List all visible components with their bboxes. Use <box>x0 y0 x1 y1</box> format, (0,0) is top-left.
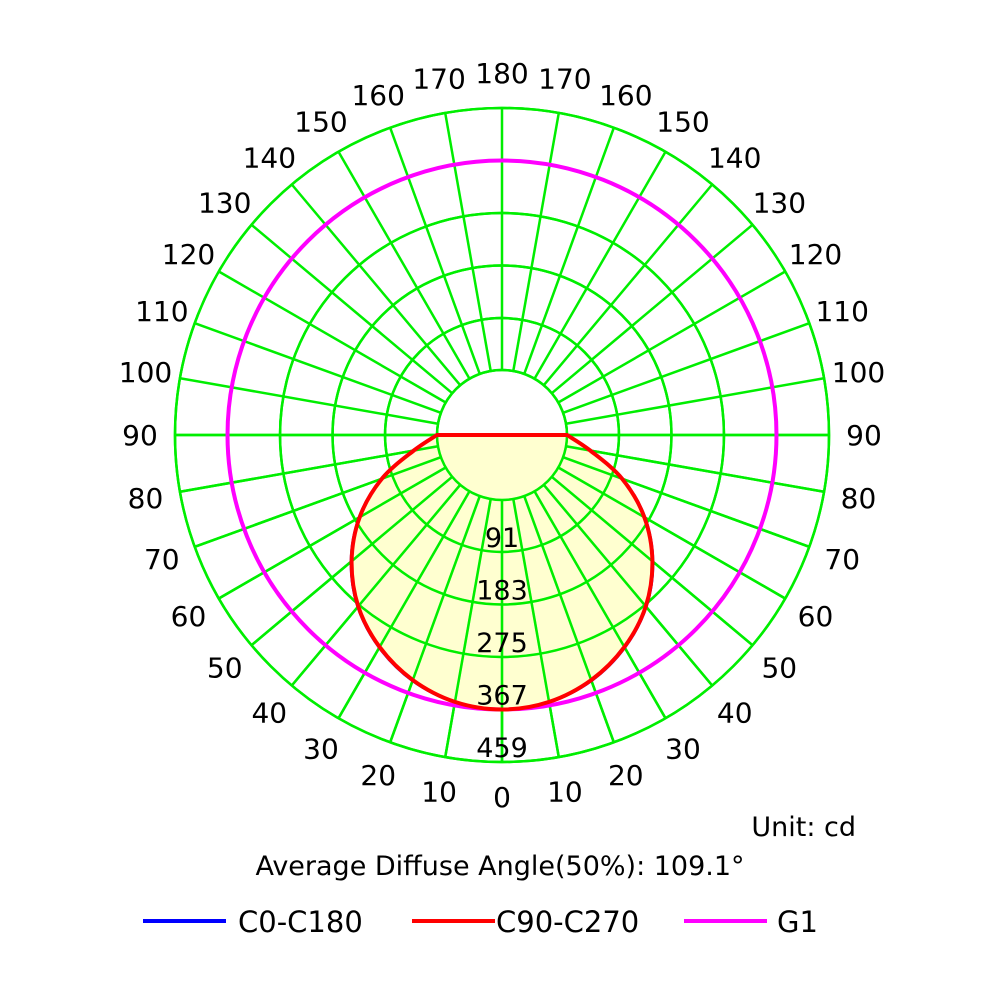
angle-label: 70 <box>824 543 860 576</box>
spoke-overlay-10-left <box>443 498 492 758</box>
angle-label: 160 <box>599 79 652 112</box>
angle-label: 80 <box>841 482 877 515</box>
angle-label: 130 <box>198 186 251 219</box>
spoke-overlay-60-right <box>557 466 786 600</box>
series-layer <box>173 106 831 764</box>
angle-label: 110 <box>815 295 868 328</box>
spoke-overlay-80-right <box>565 445 825 494</box>
angle-label: 120 <box>162 238 215 271</box>
spoke-overlay-10-right <box>512 498 561 758</box>
angle-label: 180 <box>475 57 528 90</box>
angle-label: 60 <box>798 600 834 633</box>
angle-label: 140 <box>708 142 761 175</box>
angle-label: 40 <box>717 696 753 729</box>
ring-overlay-275 <box>278 211 726 659</box>
ring-overlay-183 <box>331 264 673 606</box>
ring-overlay-459 <box>173 106 831 764</box>
unit-label: Unit: cd <box>751 812 856 843</box>
spoke-110-right <box>562 321 810 414</box>
spoke-160-left <box>388 127 481 375</box>
spoke-overlay-30-left <box>337 490 471 719</box>
legend-label-g1: G1 <box>777 905 818 939</box>
legend: C0-C180 C90-C270 G1 <box>143 905 818 939</box>
angle-label: 90 <box>846 419 882 452</box>
angle-label: 140 <box>243 142 296 175</box>
radial-tick-label: 183 <box>476 575 528 606</box>
angle-label: 20 <box>360 759 396 792</box>
angle-label: 70 <box>144 543 180 576</box>
spoke-120-right <box>557 270 786 404</box>
spoke-overlay-40-left <box>290 483 462 687</box>
spoke-overlay-20-right <box>523 495 616 743</box>
angle-label: 30 <box>303 733 339 766</box>
radial-tick-label: 367 <box>476 680 528 711</box>
angle-label: 150 <box>656 106 709 139</box>
spoke-overlay-80-left <box>179 445 439 494</box>
spoke-110-left <box>194 321 442 414</box>
spoke-120-left <box>218 270 447 404</box>
spoke-100-left <box>179 376 439 425</box>
angle-label: 120 <box>789 238 842 271</box>
angle-label: 100 <box>832 356 885 389</box>
radial-tick-label: 459 <box>476 733 528 764</box>
spoke-overlay-70-right <box>562 456 810 549</box>
angle-label: 150 <box>294 106 347 139</box>
angle-label: 10 <box>547 776 583 809</box>
series-c90-c270-curve <box>349 433 655 712</box>
spoke-130-right <box>550 223 754 395</box>
angle-label: 170 <box>412 63 465 96</box>
radial-tick-label: 91 <box>485 523 519 554</box>
spoke-overlay-70-left <box>194 456 442 549</box>
angle-label: 0 <box>493 781 511 814</box>
angle-label: 60 <box>171 600 207 633</box>
angle-label: 80 <box>128 482 164 515</box>
spoke-140-right <box>542 183 714 387</box>
spoke-overlay-40-right <box>542 483 714 687</box>
legend-label-c0-c180: C0-C180 <box>238 905 363 939</box>
ring-overlay-91 <box>383 316 621 554</box>
angle-label: 90 <box>122 419 158 452</box>
spoke-130-left <box>250 223 454 395</box>
angle-label: 160 <box>351 79 404 112</box>
angle-label: 40 <box>251 696 287 729</box>
angle-label: 130 <box>753 186 806 219</box>
diffuse-angle-annotation: Average Diffuse Angle(50%): 109.1° <box>255 851 744 882</box>
spoke-170-right <box>512 112 561 372</box>
spoke-140-left <box>290 183 462 387</box>
radial-tick-label: 275 <box>476 628 528 659</box>
spoke-overlay-60-left <box>218 466 447 600</box>
angle-label: 20 <box>608 759 644 792</box>
angle-label: 30 <box>665 733 701 766</box>
angle-label: 170 <box>538 63 591 96</box>
angle-label: 10 <box>421 776 457 809</box>
angle-label: 50 <box>207 652 243 685</box>
angle-label: 50 <box>761 652 797 685</box>
spoke-overlay-20-left <box>388 495 481 743</box>
spoke-170-left <box>443 112 492 372</box>
spoke-100-right <box>565 376 825 425</box>
spoke-150-right <box>533 151 667 380</box>
labels-layer: Unit: cd Average Diffuse Angle(50%): 109… <box>119 57 885 882</box>
angle-label: 100 <box>119 356 172 389</box>
spoke-150-left <box>337 151 471 380</box>
angle-label: 110 <box>135 295 188 328</box>
legend-label-c90-c270: C90-C270 <box>496 905 639 939</box>
spoke-overlay-30-right <box>533 490 667 719</box>
spoke-160-right <box>523 127 616 375</box>
